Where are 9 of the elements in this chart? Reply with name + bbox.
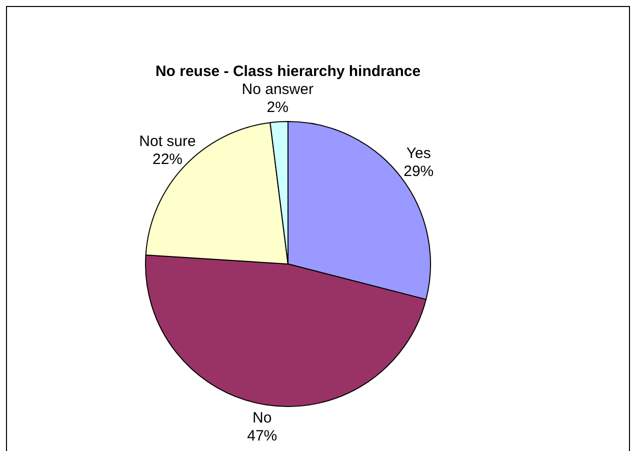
data-label: 22% <box>152 150 183 168</box>
data-label: 29% <box>404 162 434 180</box>
slice-label: Yes <box>406 144 431 162</box>
slice-label: No answer <box>242 81 314 98</box>
data-label: 47% <box>247 427 278 444</box>
slice-label: Not sure <box>139 132 196 150</box>
slice-label: No <box>252 409 272 426</box>
chart-title: No reuse - Class hierarchy hindrance <box>155 63 421 80</box>
data-label: 2% <box>266 99 288 116</box>
